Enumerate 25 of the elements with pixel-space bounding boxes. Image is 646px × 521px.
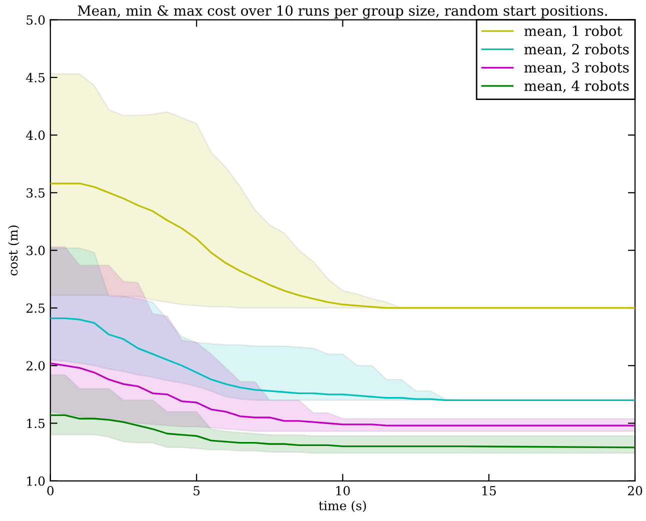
y-tick-label: 1.5 <box>27 418 45 428</box>
y-axis-title: cost (m) <box>8 226 20 276</box>
y-tick-label: 2.5 <box>26 303 45 313</box>
y-tick-label: 1.0 <box>27 476 45 486</box>
legend-label: mean, 4 robots <box>524 80 629 93</box>
x-axis-title: time (s) <box>318 500 366 512</box>
line-series <box>50 182 636 309</box>
line-series <box>50 362 636 426</box>
x-tick-label: 5 <box>194 486 200 496</box>
legend-label: mean, 3 robots <box>524 62 629 74</box>
y-tick-label: 5.0 <box>26 15 45 25</box>
y-tick-label: 4.0 <box>26 130 45 140</box>
y-tick-label: 3.5 <box>26 188 45 198</box>
chart-title: Mean, min & max cost over 10 runs per group size, random start positions. <box>78 5 607 19</box>
line-series <box>50 318 636 402</box>
x-tick-label: 10 <box>336 486 350 496</box>
y-tick-label: 3.0 <box>26 246 45 256</box>
x-tick-label: 0 <box>47 486 54 496</box>
x-tick-label: 20 <box>628 486 642 496</box>
legend-label: mean, 1 robot <box>524 25 622 38</box>
y-tick-label: 4.5 <box>26 72 45 82</box>
legend-label: mean, 2 robots <box>524 44 629 56</box>
x-tick-label: 15 <box>482 486 496 496</box>
line-series <box>50 414 636 448</box>
y-tick-label: 2.0 <box>26 361 45 371</box>
